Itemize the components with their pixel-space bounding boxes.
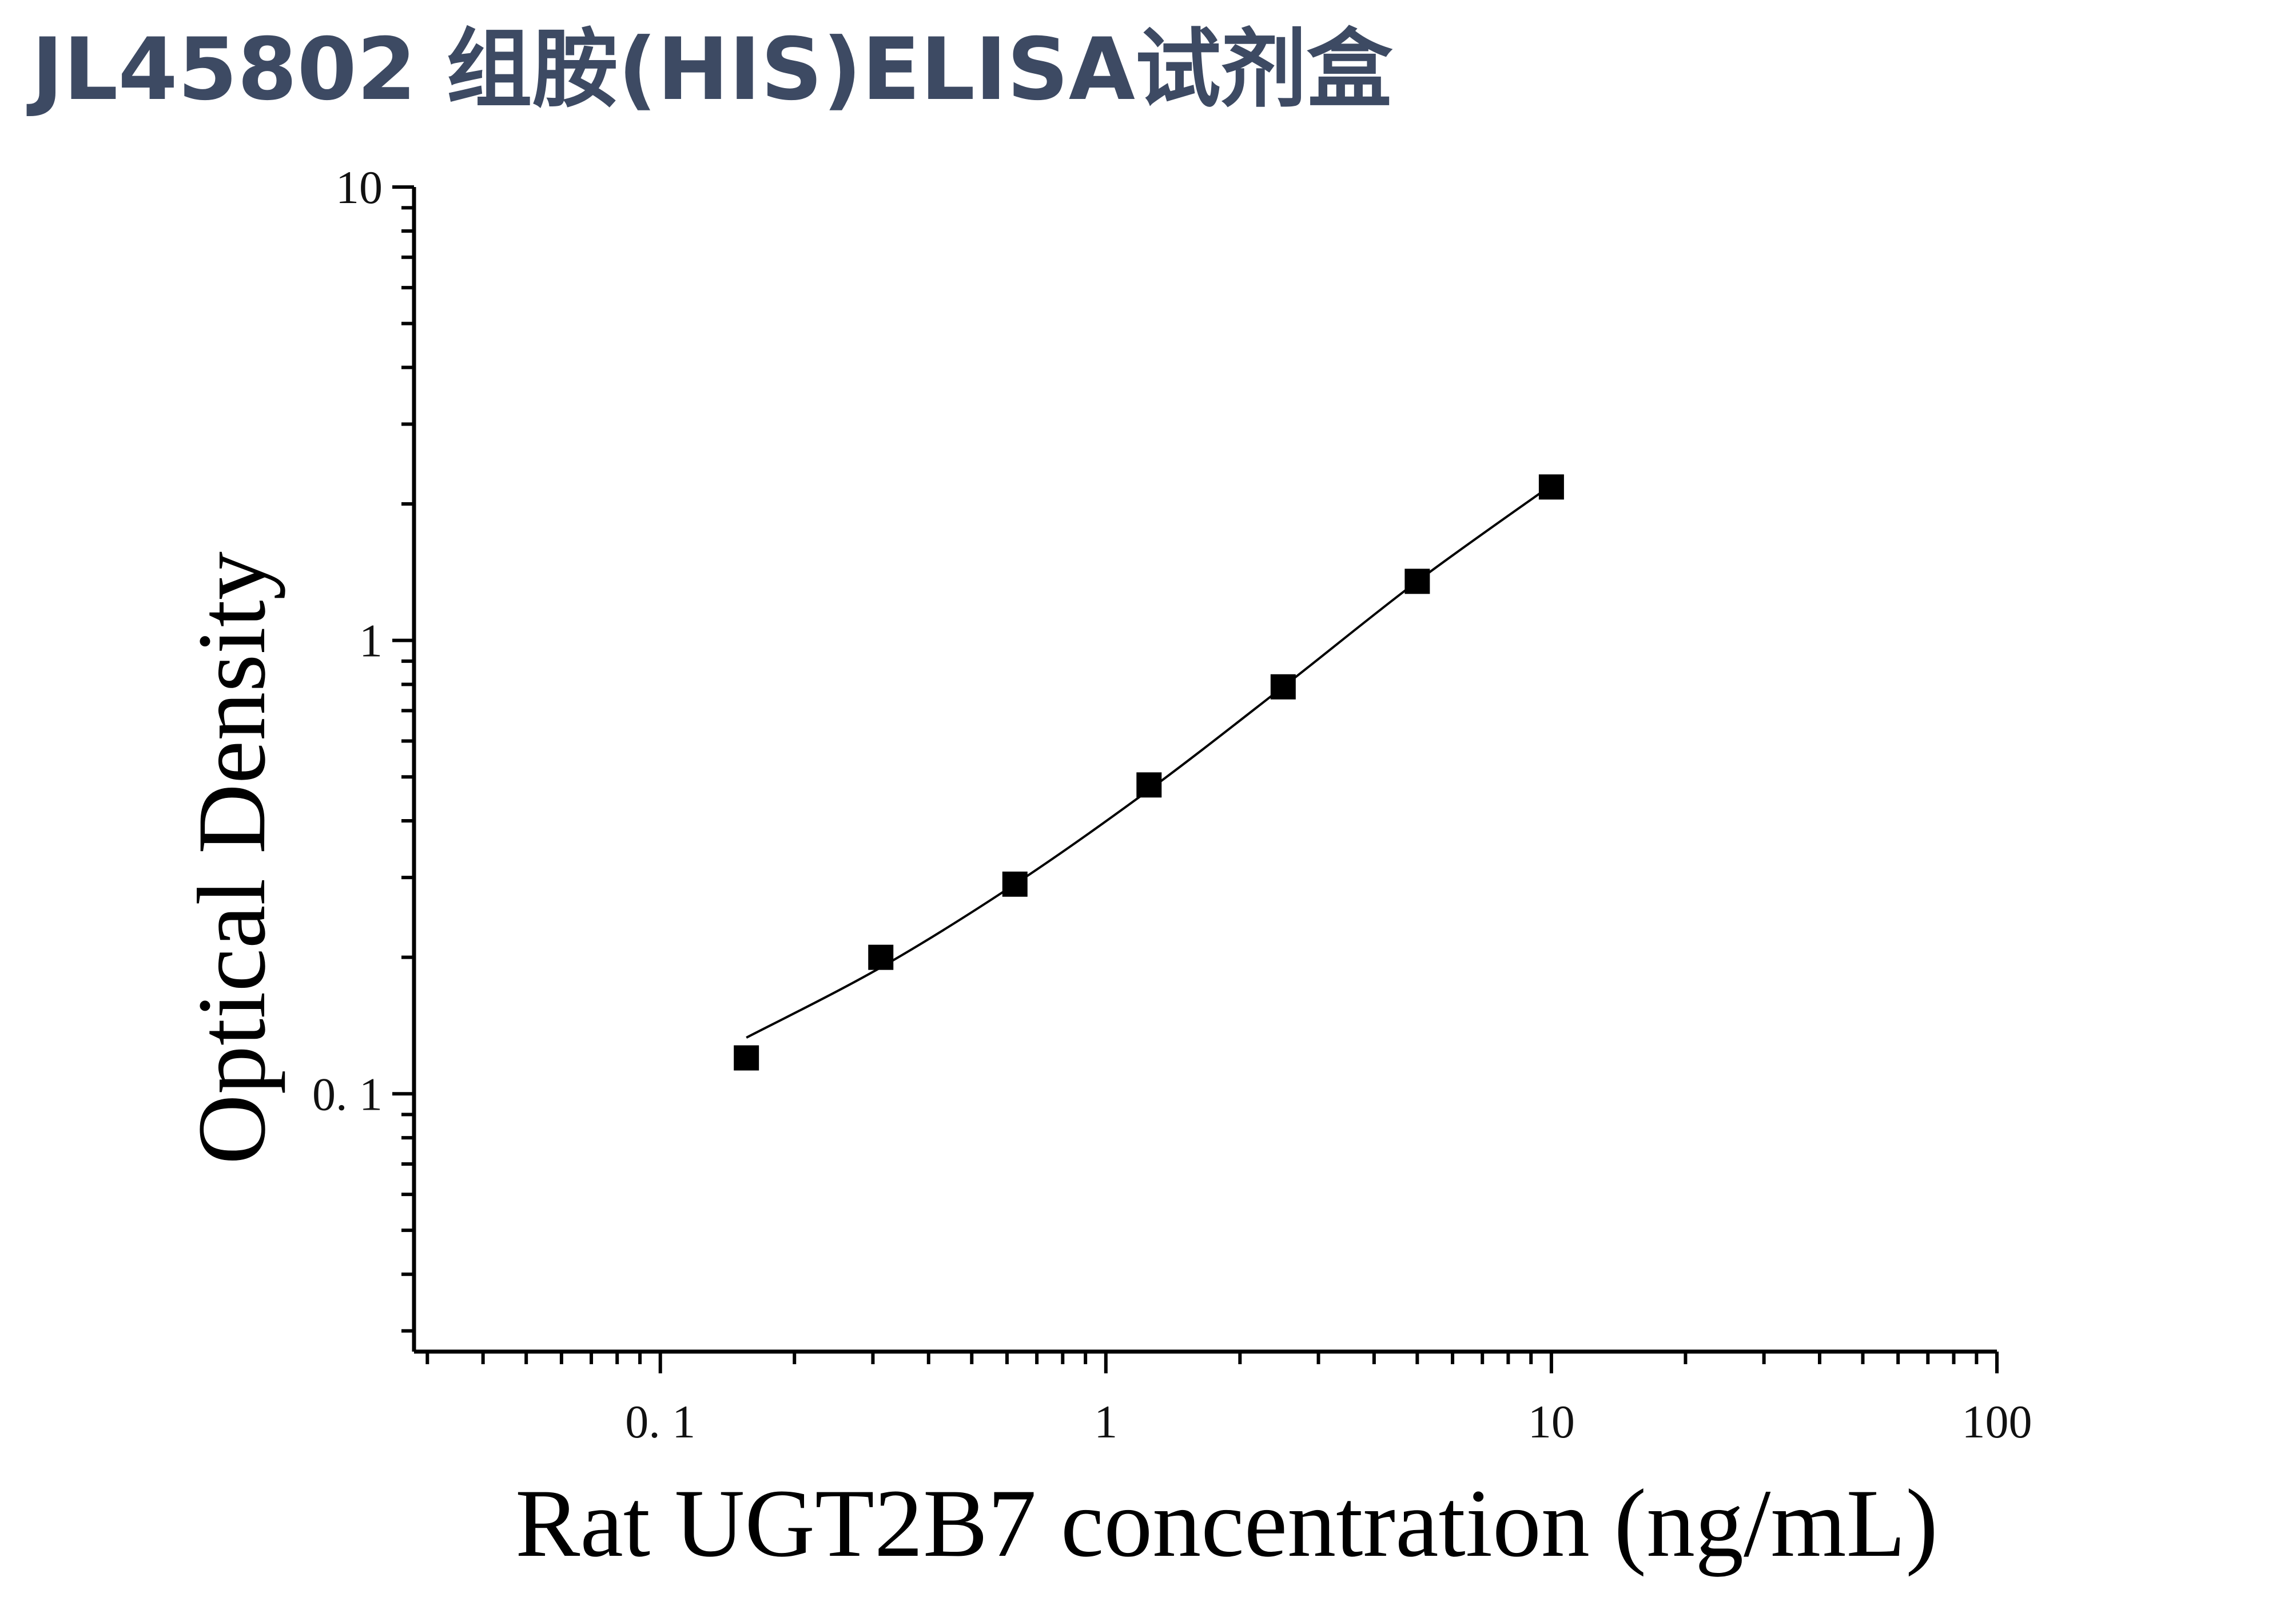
data-point bbox=[1538, 474, 1564, 500]
x-tick-label: 10 bbox=[1528, 1396, 1575, 1448]
axes bbox=[412, 187, 1997, 1354]
data-point bbox=[1002, 871, 1028, 897]
data-point bbox=[734, 1045, 759, 1071]
data-point bbox=[1404, 569, 1430, 594]
x-axis-title: Rat UGT2B7 concentration (ng/mL) bbox=[515, 1469, 1938, 1577]
y-axis-title: Optical Density bbox=[178, 551, 285, 1165]
fit-curve-group bbox=[746, 484, 1553, 1039]
tick-marks bbox=[392, 185, 1999, 1373]
data-point bbox=[1270, 674, 1296, 700]
x-tick-label: 1 bbox=[1094, 1396, 1117, 1448]
x-tick-label: 0. 1 bbox=[625, 1396, 695, 1448]
page-title: JL45802 组胺(HIS)ELISA试剂盒 bbox=[31, 20, 1392, 120]
data-points bbox=[734, 474, 1564, 1071]
data-point bbox=[868, 944, 894, 970]
y-tick-label: 0. 1 bbox=[312, 1068, 383, 1120]
y-tick-label: 10 bbox=[336, 161, 383, 213]
tick-labels: 0. 1 1 10 100 0. 1 1 10 bbox=[312, 161, 2032, 1448]
fit-curve bbox=[746, 484, 1553, 1039]
x-tick-label: 100 bbox=[1962, 1396, 2032, 1448]
y-tick-label: 1 bbox=[359, 615, 383, 667]
data-point bbox=[1136, 772, 1162, 798]
